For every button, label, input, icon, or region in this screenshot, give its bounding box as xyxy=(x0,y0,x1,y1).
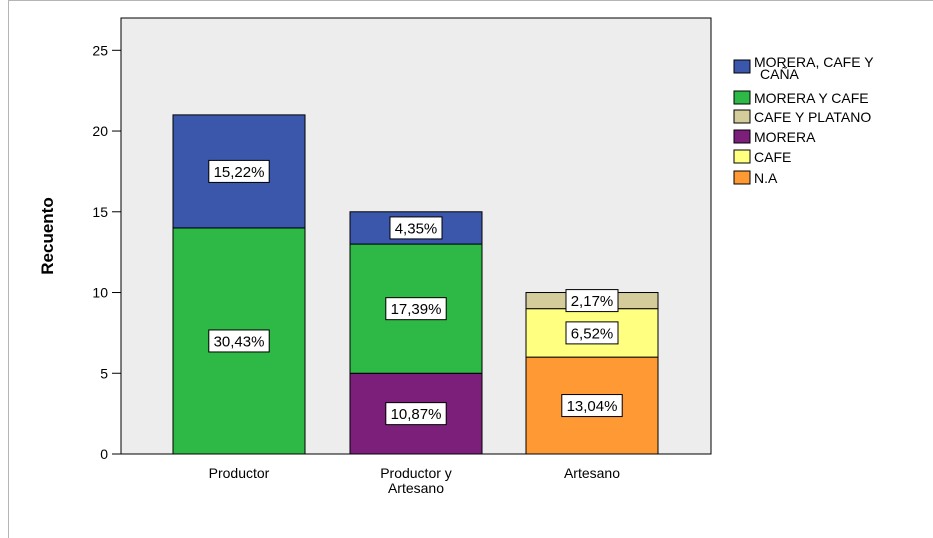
y-tick-label: 5 xyxy=(100,365,108,381)
legend-label: MORERA xyxy=(754,129,816,145)
data-label-text: 30,43% xyxy=(214,333,265,350)
x-tick-label: Productor y Artesano xyxy=(380,465,452,496)
data-label-box xyxy=(565,321,619,345)
legend: MORERA, CAFE Y CAÑA MORERA Y CAFE CAFE Y PL… xyxy=(733,54,874,186)
y-axis-title: Recuento xyxy=(38,197,57,274)
legend-item: N.A xyxy=(733,170,778,186)
legend-item: CAFE Y PLATANO xyxy=(733,109,871,125)
data-label: 2,17% xyxy=(565,289,619,313)
data-label: 6,52% xyxy=(565,321,619,345)
data-label-text: 4,35% xyxy=(395,220,438,237)
data-label-box xyxy=(389,216,443,240)
legend-item: MORERA Y CAFE xyxy=(733,90,869,106)
legend-label: N.A xyxy=(754,170,778,186)
x-tick-label: Productor xyxy=(209,465,270,481)
data-label-text: 2,17% xyxy=(571,293,614,310)
data-label-box xyxy=(565,289,619,313)
legend-swatch xyxy=(733,109,751,124)
legend-swatch xyxy=(733,59,751,74)
legend-item: CAFE xyxy=(733,149,791,165)
data-label-box xyxy=(385,297,447,321)
data-label-box xyxy=(208,329,270,353)
legend-item: MORERA, CAFE Y CAÑA xyxy=(733,54,874,82)
data-label-text: 13,04% xyxy=(567,398,618,415)
x-tick-label: Artesano xyxy=(564,465,620,481)
legend-swatch xyxy=(733,170,751,185)
x-axis-labels: Productor Productor y Artesano Artesano xyxy=(209,465,621,496)
data-label: 30,43% xyxy=(208,329,270,353)
data-label: 4,35% xyxy=(389,216,443,240)
legend-label: MORERA Y CAFE xyxy=(754,90,869,106)
legend-item: MORERA xyxy=(733,129,816,145)
window-left-border xyxy=(8,0,9,538)
y-tick-label: 10 xyxy=(92,285,108,301)
data-labels: 30,43% 15,22% 10,87% 17,39% 4,35% 13,04% 6,52%… xyxy=(208,159,623,426)
y-tick-label: 15 xyxy=(92,204,108,220)
y-axis: 0 5 10 15 20 25 xyxy=(92,42,121,462)
data-label-box xyxy=(561,394,623,418)
window-top-border xyxy=(8,0,933,1)
data-label-box xyxy=(208,159,270,183)
legend-swatch xyxy=(733,149,751,164)
data-label-text: 17,39% xyxy=(391,301,442,318)
data-label-box xyxy=(385,402,447,426)
data-label-text: 10,87% xyxy=(391,406,442,423)
y-tick-label: 20 xyxy=(92,123,108,139)
legend-label: CAFE Y PLATANO xyxy=(754,109,871,125)
data-label: 10,87% xyxy=(385,402,447,426)
data-label-text: 6,52% xyxy=(571,325,614,342)
legend-swatch xyxy=(733,129,751,144)
legend-label: CAFE xyxy=(754,149,791,165)
data-label: 17,39% xyxy=(385,297,447,321)
data-label: 15,22% xyxy=(208,159,270,183)
y-tick-label: 25 xyxy=(92,42,108,58)
legend-swatch xyxy=(733,90,751,105)
legend-label: MORERA, CAFE Y CAÑA xyxy=(754,54,874,82)
data-label: 13,04% xyxy=(561,394,623,418)
data-label-text: 15,22% xyxy=(214,164,265,181)
y-tick-label: 0 xyxy=(100,446,108,462)
